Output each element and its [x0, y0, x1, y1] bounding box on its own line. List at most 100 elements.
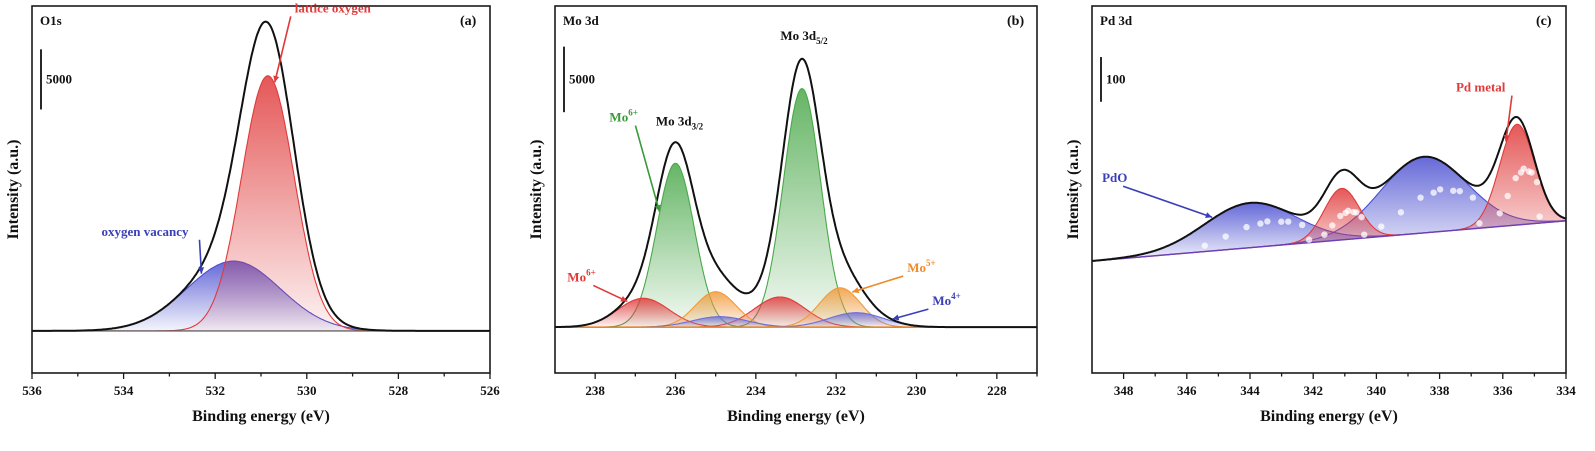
x-tick-label: 348	[1114, 383, 1134, 398]
x-tick-label: 532	[205, 383, 225, 398]
x-tick-label: 232	[826, 383, 846, 398]
plot-area	[1092, 116, 1566, 262]
decor-dot	[1342, 209, 1349, 217]
annotation-label: oxygen vacancy	[101, 224, 189, 239]
annotation-label: Mo4+	[932, 291, 960, 308]
panel-title: Mo 3d	[563, 13, 600, 28]
decor-dot	[1305, 236, 1313, 243]
decor-dot	[1525, 168, 1533, 175]
annotation-arrowhead	[654, 204, 661, 212]
decor-dot	[1517, 169, 1525, 176]
peak-label-text: Mo 3d	[780, 28, 817, 43]
plot-frame	[1091, 5, 1567, 374]
panel-title: Pd 3d	[1100, 13, 1133, 28]
x-tick-label: 534	[114, 383, 134, 398]
peak-label-subscript: 3/2	[692, 121, 704, 131]
annotation-arrowhead	[273, 75, 280, 83]
annotation-label: Mo5+	[907, 258, 935, 275]
decor-dot	[1450, 187, 1457, 194]
panel-label: (a)	[460, 14, 477, 29]
decor-dot	[1257, 220, 1264, 227]
peak-fill-mo6-broad-3d5-2	[555, 297, 1037, 328]
decor-dot	[1476, 220, 1483, 227]
annotation-superscript: 4+	[951, 291, 961, 301]
envelope-line	[32, 20, 490, 332]
decor-dot	[1378, 223, 1385, 230]
envelope-line	[555, 57, 1037, 329]
x-tick-label: 336	[1493, 383, 1513, 398]
annotation-text: Mo	[932, 293, 951, 308]
y-axis-label: Intensity (a.u.)	[1065, 139, 1082, 239]
decor-dot	[1512, 174, 1519, 182]
x-tick-label: 536	[22, 383, 42, 398]
annotation-superscript: 6+	[586, 267, 596, 277]
decor-dot	[1436, 186, 1444, 193]
decor-dot	[1456, 187, 1463, 195]
x-tick-label: 342	[1303, 383, 1323, 398]
envelope-line	[1092, 116, 1566, 262]
panel-title: O1s	[40, 13, 62, 28]
annotation-arrow	[634, 125, 661, 212]
annotation-label: Mo6+	[567, 267, 595, 284]
x-axis-label: Binding energy (eV)	[1260, 408, 1398, 425]
annotation-arrow	[1122, 185, 1213, 218]
decor-dot	[1533, 178, 1541, 186]
panel-a: 536 534 532 530 528 526 Binding energy (eV) Int…	[5, 0, 500, 425]
decor-dot	[1264, 218, 1271, 225]
decor-dot	[1285, 218, 1292, 225]
x-tick-label: 228	[987, 383, 1007, 398]
annotation-arrowhead	[620, 296, 628, 302]
panel-c: 348 346 344 342 340 338 336 334 Binding energy (…	[1065, 5, 1576, 425]
x-axis-label: Binding energy (eV)	[192, 408, 330, 425]
decor-dot	[1536, 213, 1543, 220]
x-tick-label: 346	[1177, 383, 1197, 398]
plot-area	[32, 20, 490, 332]
annotation-label: Pd metal	[1456, 80, 1506, 95]
annotation-arrow	[273, 16, 292, 83]
decor-dot	[1417, 194, 1424, 201]
peak-label-subscript: 5/2	[816, 36, 828, 46]
background-line	[1092, 220, 1566, 262]
peak-label: Mo 3d3/2	[656, 113, 704, 131]
annotation-text: Mo	[609, 110, 628, 125]
x-tick-label: 340	[1367, 383, 1387, 398]
peak-fill-pd-metal-3d5-2	[1092, 124, 1566, 262]
annotation-arrowhead	[1205, 212, 1213, 219]
x-tick-label: 230	[907, 383, 927, 398]
peak-label: Mo 3d5/2	[780, 28, 828, 46]
peak-fill-mo6-3d3-2	[555, 163, 1037, 328]
peak-fill-pd-metal-3d3-2	[1092, 188, 1566, 262]
x-tick-label: 344	[1240, 383, 1260, 398]
x-tick-label: 528	[389, 383, 409, 398]
decor-dot	[1430, 189, 1437, 196]
x-tick-label: 334	[1556, 383, 1576, 398]
decor-dot	[1397, 209, 1405, 216]
annotation-text: Mo	[907, 260, 926, 275]
decor-dot	[1298, 221, 1306, 229]
decor-dot	[1337, 212, 1344, 220]
annotation-superscript: 5+	[926, 258, 936, 268]
decor-dot	[1329, 222, 1336, 229]
x-tick-label: 236	[666, 383, 686, 398]
annotation-text: lattice oxygen	[295, 0, 372, 15]
annotation-arrow	[851, 275, 904, 293]
scale-bar-label: 5000	[46, 71, 72, 86]
x-axis-label: Binding energy (eV)	[727, 408, 865, 425]
decor-dot	[1350, 208, 1357, 216]
annotation-arrowhead	[852, 287, 860, 294]
peak-fill-pdo-3d5-2	[1092, 156, 1566, 262]
annotation-arrowhead	[892, 314, 900, 321]
panel-b: 238 236 234 232 230 228 Binding energy (eV) Int…	[528, 5, 1038, 425]
scale-bar-label: 100	[1106, 71, 1126, 86]
y-axis-label: Intensity (a.u.)	[5, 139, 22, 239]
peak-fill-mo6-broad-3d3-2	[555, 298, 1037, 328]
decor-dot	[1469, 194, 1477, 201]
decor-dot	[1278, 218, 1285, 225]
x-tick-label: 234	[746, 383, 766, 398]
annotation-text: oxygen vacancy	[101, 224, 189, 239]
plot-area	[555, 57, 1037, 329]
annotation-text: PdO	[1102, 170, 1127, 185]
decor-dot	[1321, 231, 1328, 238]
decor-dot	[1361, 231, 1368, 238]
